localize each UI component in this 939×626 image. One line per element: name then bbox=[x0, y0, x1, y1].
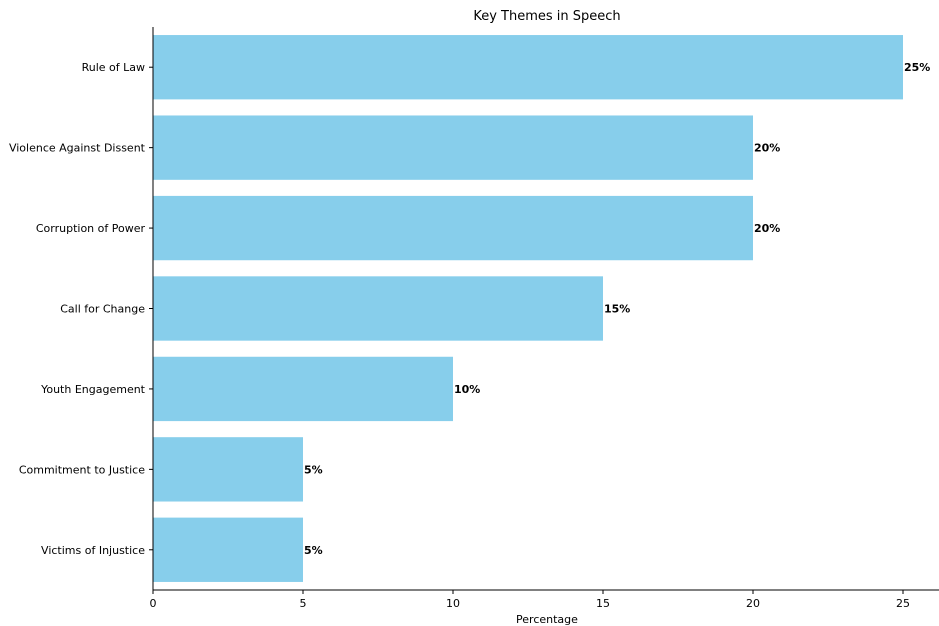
data-label-4: 10% bbox=[454, 383, 480, 396]
x-tick-label-2: 10 bbox=[446, 597, 460, 610]
bar-3 bbox=[153, 276, 603, 341]
bars-group bbox=[153, 35, 903, 582]
y-tick-label-6: Victims of Injustice bbox=[41, 544, 145, 557]
bar-0 bbox=[153, 35, 903, 100]
y-axis-ticks: Rule of Law Violence Against Dissent Corru… bbox=[9, 61, 153, 557]
x-tick-label-4: 20 bbox=[746, 597, 760, 610]
x-axis-ticks: 0 5 10 15 20 25 bbox=[150, 590, 910, 610]
x-tick-label-1: 5 bbox=[300, 597, 307, 610]
bar-6 bbox=[153, 517, 303, 582]
data-label-0: 25% bbox=[904, 61, 930, 74]
data-label-6: 5% bbox=[304, 544, 323, 557]
y-tick-label-1: Violence Against Dissent bbox=[9, 142, 146, 155]
x-tick-label-3: 15 bbox=[596, 597, 610, 610]
data-label-2: 20% bbox=[754, 222, 780, 235]
y-tick-label-3: Call for Change bbox=[60, 303, 145, 316]
x-tick-label-0: 0 bbox=[150, 597, 157, 610]
data-label-3: 15% bbox=[604, 303, 630, 316]
data-labels-group: 25% 20% 20% 15% 10% 5% 5% bbox=[304, 61, 930, 557]
axes-frame bbox=[152, 27, 939, 591]
bar-2 bbox=[153, 195, 753, 261]
y-tick-label-5: Commitment to Justice bbox=[19, 463, 145, 476]
x-axis-label: Percentage bbox=[516, 613, 578, 626]
bar-4 bbox=[153, 356, 453, 422]
y-tick-label-2: Corruption of Power bbox=[36, 222, 146, 235]
chart-title: Key Themes in Speech bbox=[473, 9, 620, 24]
y-tick-label-0: Rule of Law bbox=[82, 61, 145, 74]
x-tick-label-5: 25 bbox=[896, 597, 910, 610]
data-label-1: 20% bbox=[754, 142, 780, 155]
bar-1 bbox=[153, 115, 753, 180]
data-label-5: 5% bbox=[304, 463, 323, 476]
y-tick-label-4: Youth Engagement bbox=[40, 383, 146, 396]
bar-5 bbox=[153, 437, 303, 502]
